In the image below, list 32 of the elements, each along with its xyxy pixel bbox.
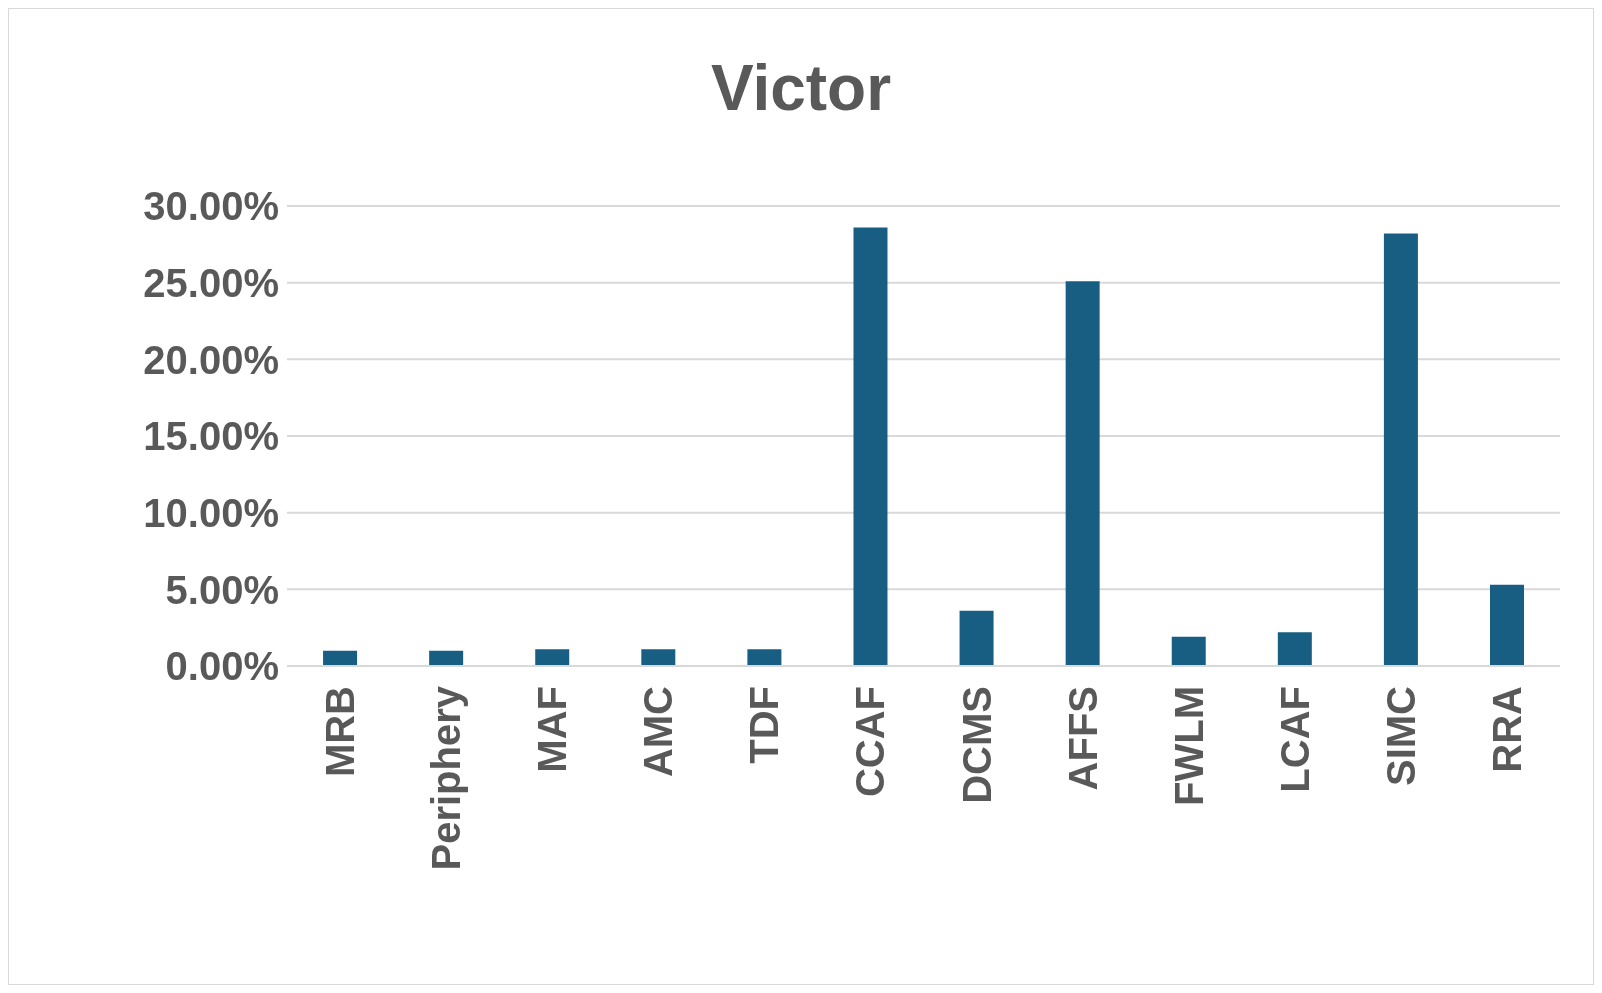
bar [853, 227, 888, 666]
y-tick-label: 25.00% [143, 260, 279, 305]
x-tick-label: MAF [530, 686, 575, 773]
x-tick-label: SIMC [1378, 686, 1423, 786]
y-tick-label: 5.00% [165, 567, 279, 612]
x-tick-label: MRB [318, 686, 363, 778]
y-tick-label: 30.00% [143, 184, 279, 229]
x-tick-label: DCMS [954, 686, 999, 804]
x-tick-label: Periphery [424, 685, 469, 871]
bar [1277, 632, 1312, 666]
x-tick-label: AFFS [1060, 686, 1105, 791]
chart-title: Victor [709, 51, 893, 125]
x-tick-label: CCAF [848, 686, 893, 798]
bar [429, 650, 464, 666]
bar [1383, 233, 1418, 666]
bar [1065, 281, 1100, 666]
bar [323, 650, 358, 666]
bar [747, 649, 782, 666]
bar [1171, 636, 1206, 666]
x-tick-label: LCAF [1272, 686, 1317, 793]
y-tick-label: 10.00% [143, 490, 279, 535]
bar [641, 649, 676, 666]
x-tick-label: TDF [742, 686, 787, 764]
y-tick-label: 0.00% [165, 644, 279, 689]
x-tick-label: RRA [1484, 686, 1529, 773]
bar [535, 649, 570, 666]
y-tick-label: 15.00% [143, 414, 279, 459]
y-tick-label: 20.00% [143, 337, 279, 382]
x-tick-label: FWLM [1166, 686, 1211, 806]
x-tick-label: AMC [636, 686, 681, 778]
bar [1489, 584, 1524, 666]
bar [959, 610, 994, 666]
